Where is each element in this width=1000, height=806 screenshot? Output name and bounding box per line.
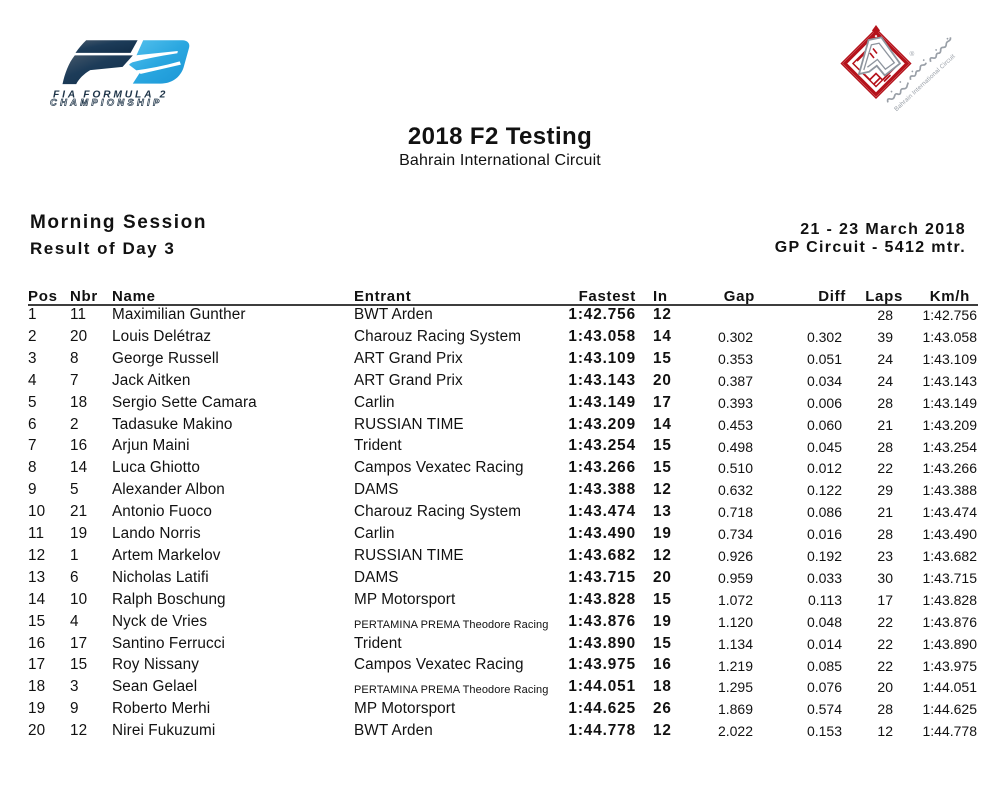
svg-text:®: ® xyxy=(910,50,915,58)
svg-text:Bahrain International Circuit: Bahrain International Circuit xyxy=(893,53,957,113)
svg-text:CHAMPIONSHIP: CHAMPIONSHIP xyxy=(50,97,163,108)
svg-text:FIA FORMULA 2: FIA FORMULA 2 xyxy=(53,89,168,100)
